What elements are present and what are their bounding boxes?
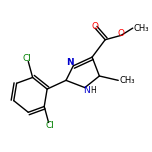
Text: H: H xyxy=(91,86,97,95)
Text: Cl: Cl xyxy=(22,54,31,63)
Text: Cl: Cl xyxy=(46,121,54,130)
Text: CH₃: CH₃ xyxy=(133,24,149,33)
Text: N: N xyxy=(83,86,90,95)
Text: O: O xyxy=(92,22,98,31)
Text: N: N xyxy=(67,58,74,67)
Text: O: O xyxy=(118,29,125,38)
Text: CH₃: CH₃ xyxy=(120,76,135,85)
